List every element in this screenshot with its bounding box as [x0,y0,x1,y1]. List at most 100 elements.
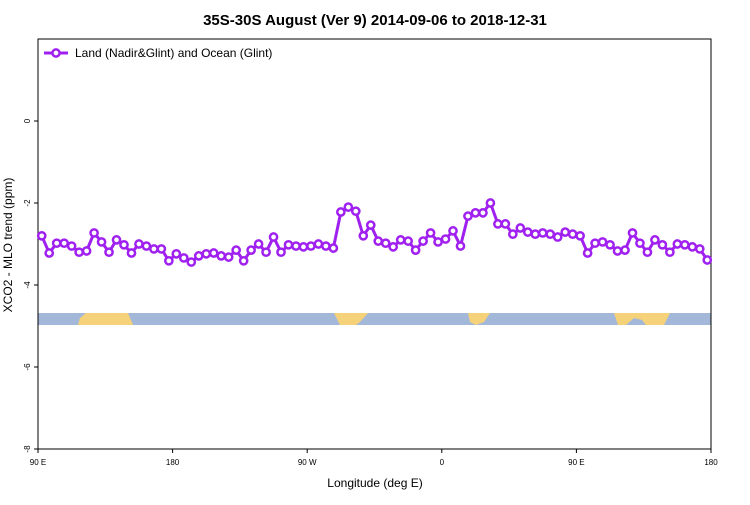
data-point [306,241,316,251]
data-point [373,236,384,246]
data-point [395,235,406,245]
data-point [134,239,144,249]
y-tick-label: -6 [23,363,32,371]
data-point [470,207,481,218]
data-point [597,237,608,247]
data-point [119,239,129,250]
data-point [403,236,413,246]
data-point [657,239,668,250]
data-point [171,248,182,259]
data-point [276,247,286,258]
y-axis-label: XCO2 - MLO trend (ppm) [1,178,15,313]
data-point [575,230,585,241]
data-point [193,251,204,261]
data-point [59,238,70,249]
data-point [246,245,256,255]
series-line [40,199,709,264]
plot-frame [37,38,712,450]
data-point [425,228,436,238]
data-point [380,238,391,249]
data-point [612,246,623,256]
data-point [336,207,346,217]
land-patch [614,313,670,325]
land-patch [468,313,490,325]
data-point [156,244,167,254]
data-point [582,248,593,258]
x-axis-label: Longitude (deg E) [327,476,422,490]
data-point [440,234,451,244]
data-point [410,245,421,255]
data-point [223,252,234,262]
data-point [111,235,122,245]
data-point [164,255,174,266]
data-point [463,211,473,221]
data-point [141,241,152,251]
data-point [149,244,159,254]
data-point [126,248,137,258]
data-point [679,239,690,250]
data-point [665,247,675,258]
x-tick-label: 90 W [298,458,317,467]
data-point [560,227,571,237]
ocean-band [38,313,711,325]
data-point [350,206,361,217]
legend-marker [51,48,61,58]
data-point [104,247,114,258]
land-patch [334,313,368,325]
data-point [313,239,324,249]
data-point [635,238,645,249]
data-point [89,228,99,238]
data-point [253,239,264,249]
data-point [231,245,242,255]
y-tick-label: -8 [23,445,32,453]
data-point [291,241,301,251]
data-point [530,229,541,240]
data-point [687,242,698,252]
data-point [537,228,548,238]
x-tick-label: 180 [166,458,180,467]
land-patch [78,313,133,325]
ocean-patch [626,318,646,325]
data-point [96,237,107,247]
data-point [650,235,660,245]
data-point [448,226,458,236]
data-point [702,255,713,265]
x-tick-label: 90 E [568,458,584,467]
data-point [186,257,197,267]
data-point [328,243,339,253]
data-point [51,238,62,249]
x-tick-label: 0 [440,458,445,467]
data-point [507,229,518,240]
y-tick-label: 0 [23,118,32,123]
data-point [216,251,227,261]
y-tick-label: -4 [23,281,32,289]
data-point [590,238,600,249]
data-point [178,253,189,263]
data-point [298,242,309,252]
data-point [283,239,294,250]
data-point [66,241,77,251]
data-point [567,229,578,240]
data-point [672,239,683,249]
data-point [478,207,488,218]
data-point [620,245,630,255]
legend-label: Land (Nadir&Glint) and Ocean (Glint) [75,46,272,60]
data-point [694,244,705,254]
data-point [388,242,399,252]
data-point [321,241,331,251]
data-point [493,219,503,229]
data-point [515,223,526,233]
data-point [485,198,496,208]
chart-title: 35S-30S August (Ver 9) 2014-09-06 to 201… [203,12,547,29]
data-point [365,220,376,230]
data-point [81,246,92,256]
data-point [358,230,369,241]
data-point [455,241,466,251]
data-point [605,239,615,250]
data-point [208,248,219,258]
data-point [74,247,84,258]
data-point [44,248,55,258]
data-point [627,228,638,238]
data-point [343,202,354,212]
data-point [522,227,533,237]
